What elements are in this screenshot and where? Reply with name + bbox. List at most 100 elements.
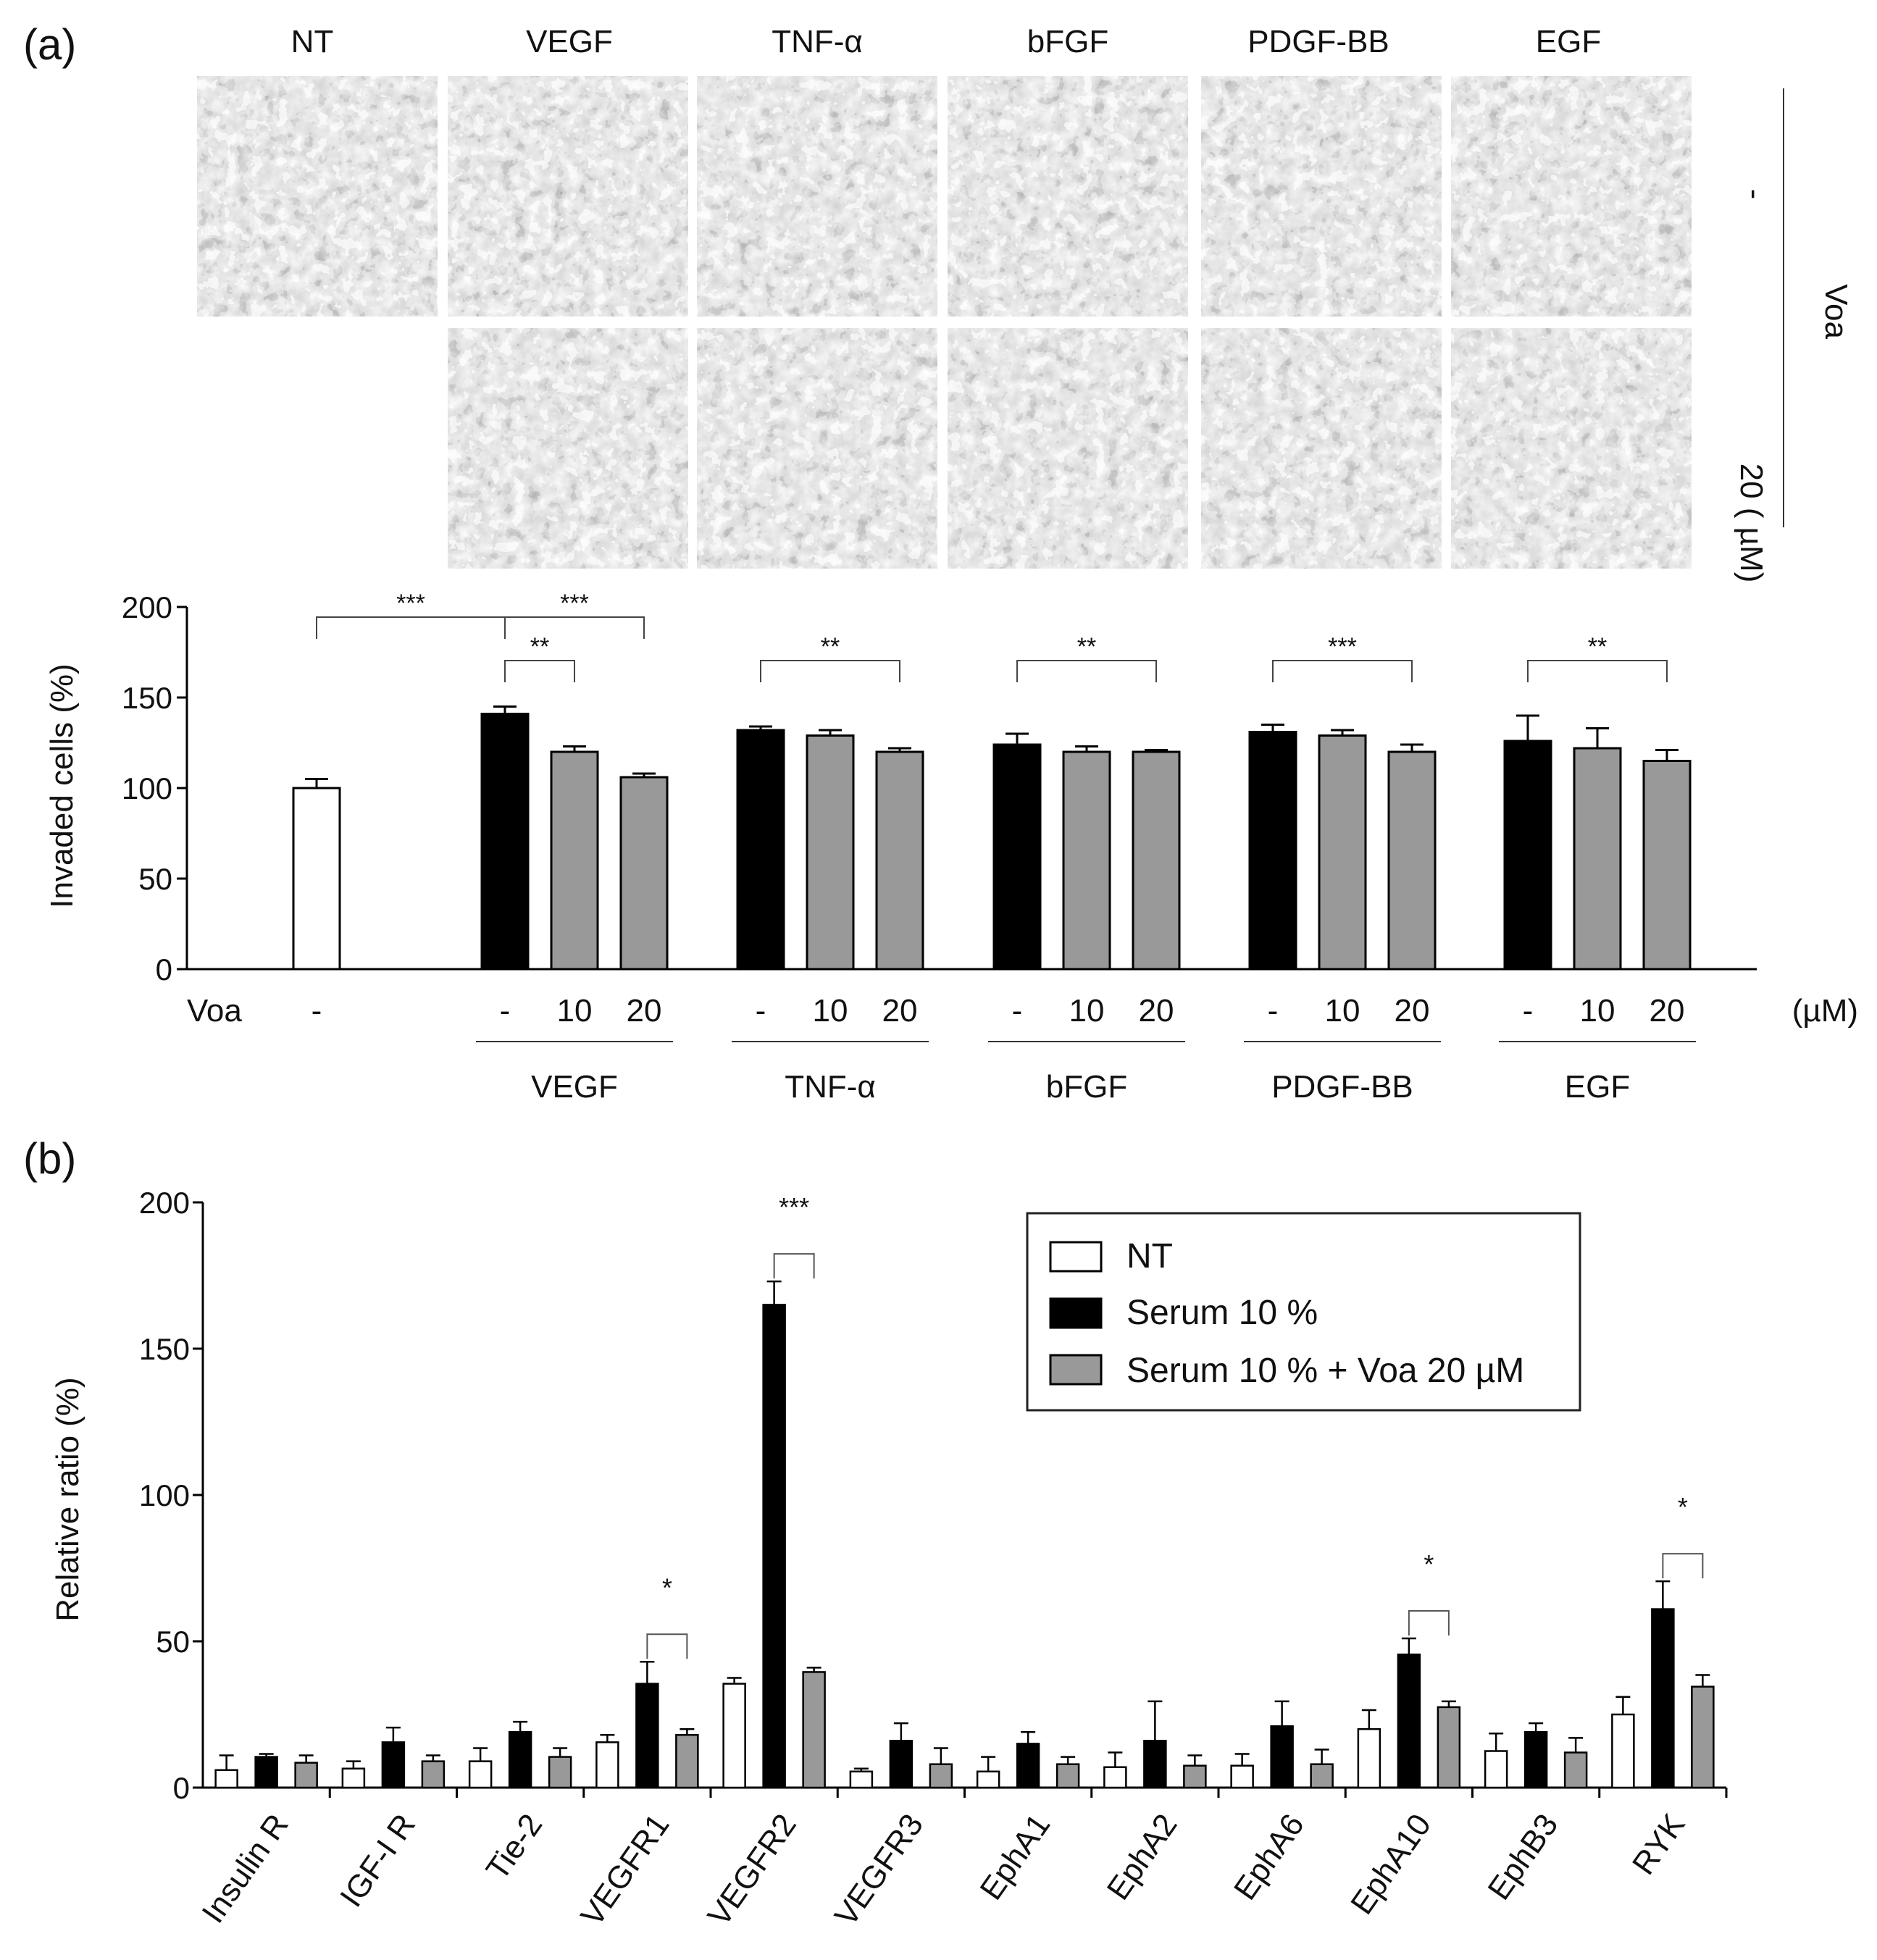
chart-b-bar (1437, 1706, 1461, 1789)
chart-a-group-label: bFGF (1046, 1069, 1127, 1105)
chart-b-significance: * (646, 1572, 688, 1659)
chart-b-bar (214, 1769, 238, 1789)
chart-b-bar (1523, 1730, 1548, 1789)
chart-b-bar (381, 1741, 406, 1789)
chart-b-bar (468, 1760, 493, 1789)
chart-a-significance-bracket (504, 660, 575, 682)
chart-b-significance: *** (773, 1192, 815, 1279)
legend-swatch-serum-voa (1049, 1354, 1103, 1386)
chart-b-bar (1055, 1763, 1080, 1789)
chart-a-group-label: VEGF (531, 1069, 618, 1105)
micrograph-texture (948, 76, 1188, 317)
chart-a-significance: *** (316, 590, 506, 639)
chart-b-bar (1183, 1764, 1207, 1789)
micrograph-texture (448, 328, 688, 569)
micrograph-texture (1451, 328, 1692, 569)
chart-a-dose-label: - (1523, 993, 1534, 1029)
chart-a-ytick-label: 50 (138, 862, 172, 896)
legend-swatch-serum (1049, 1297, 1103, 1329)
chart-b-significance-label: *** (779, 1192, 809, 1222)
column-label-vegf: VEGF (526, 24, 613, 59)
micrograph-texture (697, 328, 937, 569)
chart-b-ytick-label: 0 (173, 1771, 190, 1805)
chart-a-significance-label: ** (1588, 633, 1607, 661)
chart-a-bar (1248, 731, 1297, 971)
chart-a-treatment-label: Voa (187, 993, 242, 1029)
chart-a-significance-label: *** (396, 590, 425, 617)
chart-a-dose-label: 20 (882, 993, 918, 1029)
micrograph-bfgf-row2 (948, 328, 1188, 569)
chart-b-category-label: Tie-2 (480, 1808, 550, 1887)
chart-b-bar (1691, 1685, 1715, 1789)
chart-b-category-label: Insulin R (195, 1808, 295, 1930)
chart-b-significance-label: * (1424, 1549, 1434, 1579)
chart-b-bar (548, 1756, 572, 1789)
chart-b-ytick-label: 150 (139, 1332, 190, 1366)
legend-swatch-nt (1049, 1241, 1103, 1273)
chart-a-bar (480, 713, 530, 971)
chart-b-bar (1310, 1763, 1334, 1789)
chart-a-bar (992, 743, 1042, 971)
chart-b-bar (1016, 1743, 1040, 1789)
receptor-bar-chart: Relative ratio (%) NT Serum 10 % Serum 1… (50, 1186, 1728, 1932)
row-label-20um: 20 ( µM) (1734, 464, 1769, 583)
chart-a-dose-label: - (500, 993, 511, 1029)
micrograph-texture (1201, 76, 1442, 317)
micrograph-egf-row2 (1451, 328, 1692, 569)
chart-a-significance-label: *** (560, 590, 589, 617)
chart-b-category-label: VEGFR3 (828, 1808, 930, 1932)
chart-a-bar (550, 750, 599, 971)
row-label-none: - (1737, 189, 1773, 200)
legend: NT Serum 10 % Serum 10 % + Voa 20 µM (1026, 1212, 1581, 1412)
chart-b-significance-bracket (773, 1253, 815, 1279)
chart-a-dose-label: 20 (1139, 993, 1174, 1029)
chart-b-bar (341, 1767, 366, 1789)
chart-b-significance: * (1408, 1549, 1450, 1636)
chart-a-group-label: EGF (1565, 1069, 1630, 1105)
chart-b-bar (889, 1740, 914, 1789)
chart-a-significance: *** (504, 590, 645, 639)
chart-a-group-label: TNF-α (785, 1069, 876, 1105)
chart-a-significance: ** (1527, 633, 1668, 682)
chart-a-ytick-label: 100 (122, 771, 172, 805)
chart-a-bar (1642, 760, 1692, 971)
chart-b-significance: * (1662, 1492, 1704, 1579)
chart-a-significance-label: *** (1328, 633, 1357, 661)
chart-b-bar (1270, 1725, 1294, 1789)
chart-a-significance-bracket (504, 616, 645, 639)
chart-b-ytick-label: 50 (156, 1625, 190, 1659)
chart-a-significance: *** (1272, 633, 1413, 682)
chart-b-significance-bracket (1408, 1609, 1450, 1636)
chart-b-bar (976, 1770, 1000, 1789)
chart-b-category-label: EphA2 (1100, 1808, 1184, 1906)
chart-a-bar (1387, 750, 1437, 971)
legend-label-serum-voa: Serum 10 % + Voa 20 µM (1126, 1352, 1524, 1390)
chart-b-bar (722, 1683, 746, 1789)
chart-b-significance-bracket (646, 1633, 688, 1659)
chart-b-bar (1611, 1713, 1635, 1789)
micrograph-texture (197, 76, 438, 317)
column-label-egf: EGF (1536, 24, 1601, 59)
micrograph-nt-row1 (197, 76, 438, 317)
chart-a-ytick-label: 200 (122, 590, 172, 624)
chart-b-category-label: IGF-I R (333, 1808, 422, 1914)
column-label-tnf: TNF-α (772, 24, 863, 59)
chart-a-dose-label: 20 (1650, 993, 1685, 1029)
chart-b-significance-label: * (662, 1572, 672, 1602)
column-label-bfgf: bFGF (1027, 24, 1108, 59)
micrograph-pdgf-bb-row1 (1201, 76, 1442, 317)
chart-a-bar (1062, 750, 1111, 971)
chart-a-ytick-label: 150 (122, 681, 172, 715)
chart-a-dose-label: - (756, 993, 766, 1029)
micrograph-tnf-row2 (697, 328, 937, 569)
chart-a-unit-label: (µM) (1792, 993, 1858, 1029)
chart-b-bar (1563, 1751, 1588, 1789)
chart-a-ytick-label: 0 (156, 952, 172, 987)
chart-b-bar (595, 1741, 619, 1789)
column-label-nt: NT (291, 24, 334, 59)
chart-b-significance-label: * (1678, 1492, 1688, 1522)
micrograph-pdgf-bb-row2 (1201, 328, 1442, 569)
chart-a-dose-label: 10 (557, 993, 593, 1029)
chart-a-ylabel: Invaded cells (%) (44, 663, 80, 908)
chart-a-bar (806, 734, 855, 971)
